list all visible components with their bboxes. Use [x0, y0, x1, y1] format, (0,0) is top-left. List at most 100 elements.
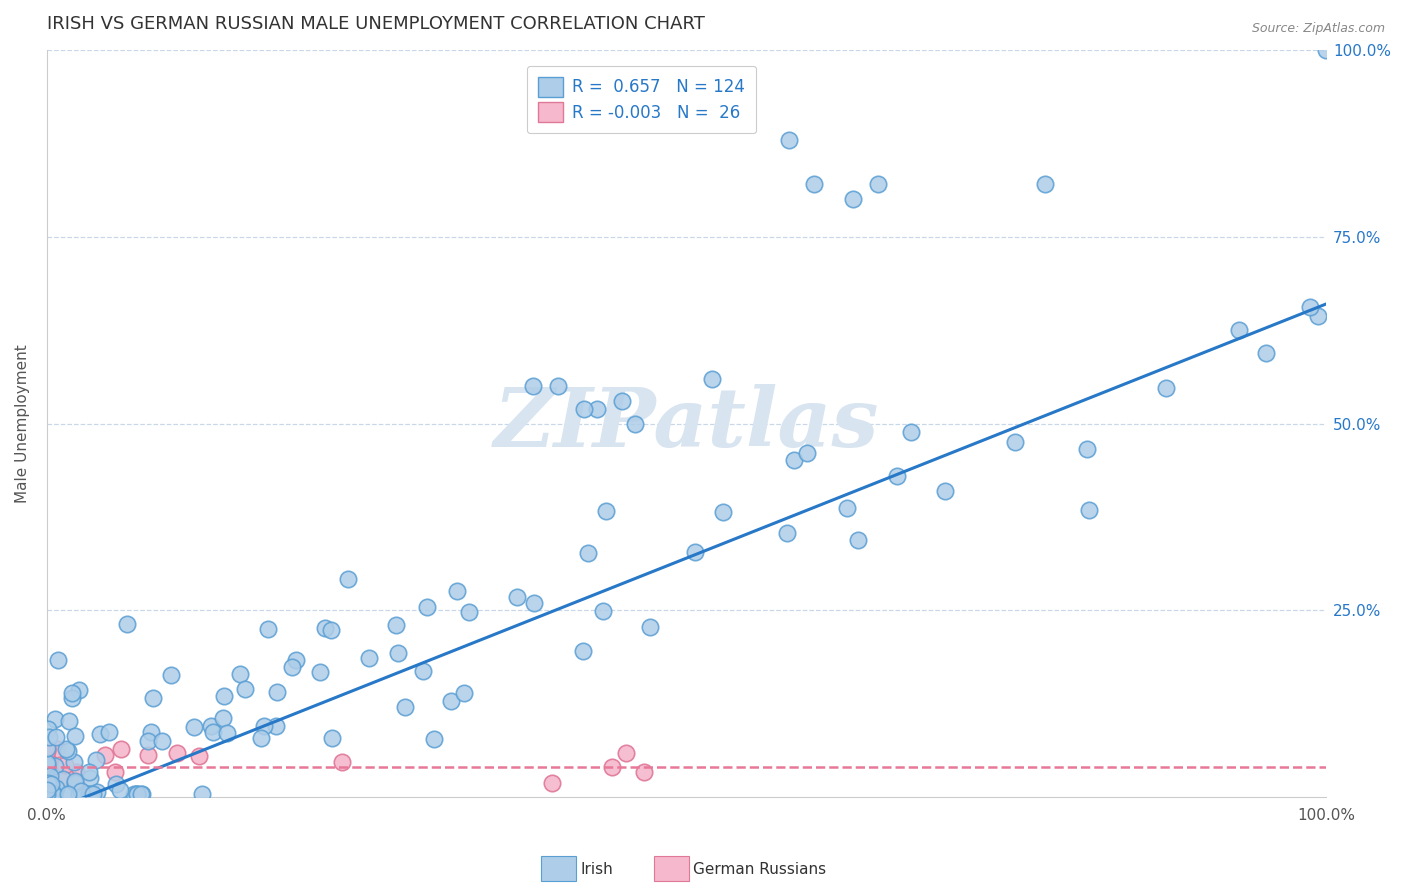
Point	[416, 600, 439, 615]
Point	[215, 725, 238, 739]
Point	[115, 616, 138, 631]
Point	[125, 787, 148, 801]
Point	[595, 504, 617, 518]
Point	[52, 772, 75, 786]
Point	[37, 761, 59, 775]
Point	[685, 545, 707, 559]
Point	[77, 787, 100, 801]
Point	[159, 668, 181, 682]
Point	[212, 689, 235, 703]
Point	[37, 776, 59, 790]
Point	[614, 747, 637, 761]
Point	[110, 742, 132, 756]
Point	[576, 546, 599, 560]
Point	[212, 711, 235, 725]
Point	[37, 723, 59, 737]
Point	[796, 445, 818, 459]
Point	[202, 725, 225, 739]
Point	[633, 765, 655, 780]
Point	[77, 787, 100, 801]
Point	[37, 782, 59, 797]
Point	[129, 787, 152, 801]
Point	[1306, 310, 1329, 324]
Point	[330, 755, 353, 769]
Point	[778, 132, 800, 146]
Point	[183, 720, 205, 734]
Point	[934, 484, 956, 499]
Point	[37, 787, 59, 801]
Point	[58, 787, 80, 801]
Point	[84, 753, 107, 767]
Point	[67, 787, 90, 801]
Point	[45, 741, 67, 756]
Legend: R =  0.657   N = 124, R = -0.003   N =  26: R = 0.657 N = 124, R = -0.003 N = 26	[527, 66, 756, 133]
Point	[191, 787, 214, 801]
Point	[138, 747, 160, 762]
Point	[45, 781, 67, 796]
Point	[37, 757, 59, 772]
Point	[357, 651, 380, 665]
Point	[41, 787, 63, 801]
Point	[63, 773, 86, 788]
Text: ZIPatlas: ZIPatlas	[494, 384, 879, 464]
Point	[86, 785, 108, 799]
Point	[253, 719, 276, 733]
Point	[38, 769, 60, 783]
Point	[37, 787, 59, 801]
Point	[142, 691, 165, 706]
Point	[803, 178, 825, 192]
Y-axis label: Male Unemployment: Male Unemployment	[15, 344, 30, 503]
Point	[55, 770, 77, 784]
Point	[776, 526, 799, 541]
Point	[89, 726, 111, 740]
Point	[523, 596, 546, 610]
Point	[846, 533, 869, 548]
Point	[37, 787, 59, 801]
Point	[1254, 345, 1277, 359]
Point	[38, 730, 60, 744]
Point	[541, 776, 564, 790]
Point	[37, 787, 59, 801]
Point	[166, 746, 188, 760]
Point	[835, 501, 858, 516]
Point	[783, 453, 806, 467]
Point	[1299, 301, 1322, 315]
Point	[1078, 503, 1101, 517]
Point	[37, 755, 59, 769]
Point	[228, 667, 250, 681]
Point	[82, 787, 104, 801]
Point	[37, 787, 59, 801]
Point	[65, 776, 87, 790]
Point	[394, 700, 416, 714]
Point	[38, 780, 60, 795]
Point	[98, 724, 121, 739]
Point	[572, 644, 595, 658]
Point	[547, 379, 569, 393]
Point	[53, 758, 76, 772]
Point	[257, 622, 280, 636]
Point	[868, 178, 890, 192]
Point	[1076, 442, 1098, 457]
Point	[37, 787, 59, 801]
Point	[38, 757, 60, 772]
Point	[321, 731, 343, 746]
Point	[37, 741, 59, 756]
Point	[37, 772, 59, 787]
Point	[506, 590, 529, 604]
Point	[387, 646, 409, 660]
Point	[131, 787, 153, 801]
Point	[37, 783, 59, 797]
Point	[44, 758, 66, 772]
Point	[37, 756, 59, 771]
Point	[1315, 43, 1337, 57]
Point	[141, 725, 163, 739]
Point	[60, 691, 83, 706]
Point	[1227, 323, 1250, 337]
Point	[314, 621, 336, 635]
Point	[1004, 435, 1026, 450]
Point	[37, 761, 59, 775]
Point	[37, 744, 59, 758]
Point	[572, 401, 595, 416]
Point	[59, 787, 82, 801]
Point	[841, 192, 863, 206]
